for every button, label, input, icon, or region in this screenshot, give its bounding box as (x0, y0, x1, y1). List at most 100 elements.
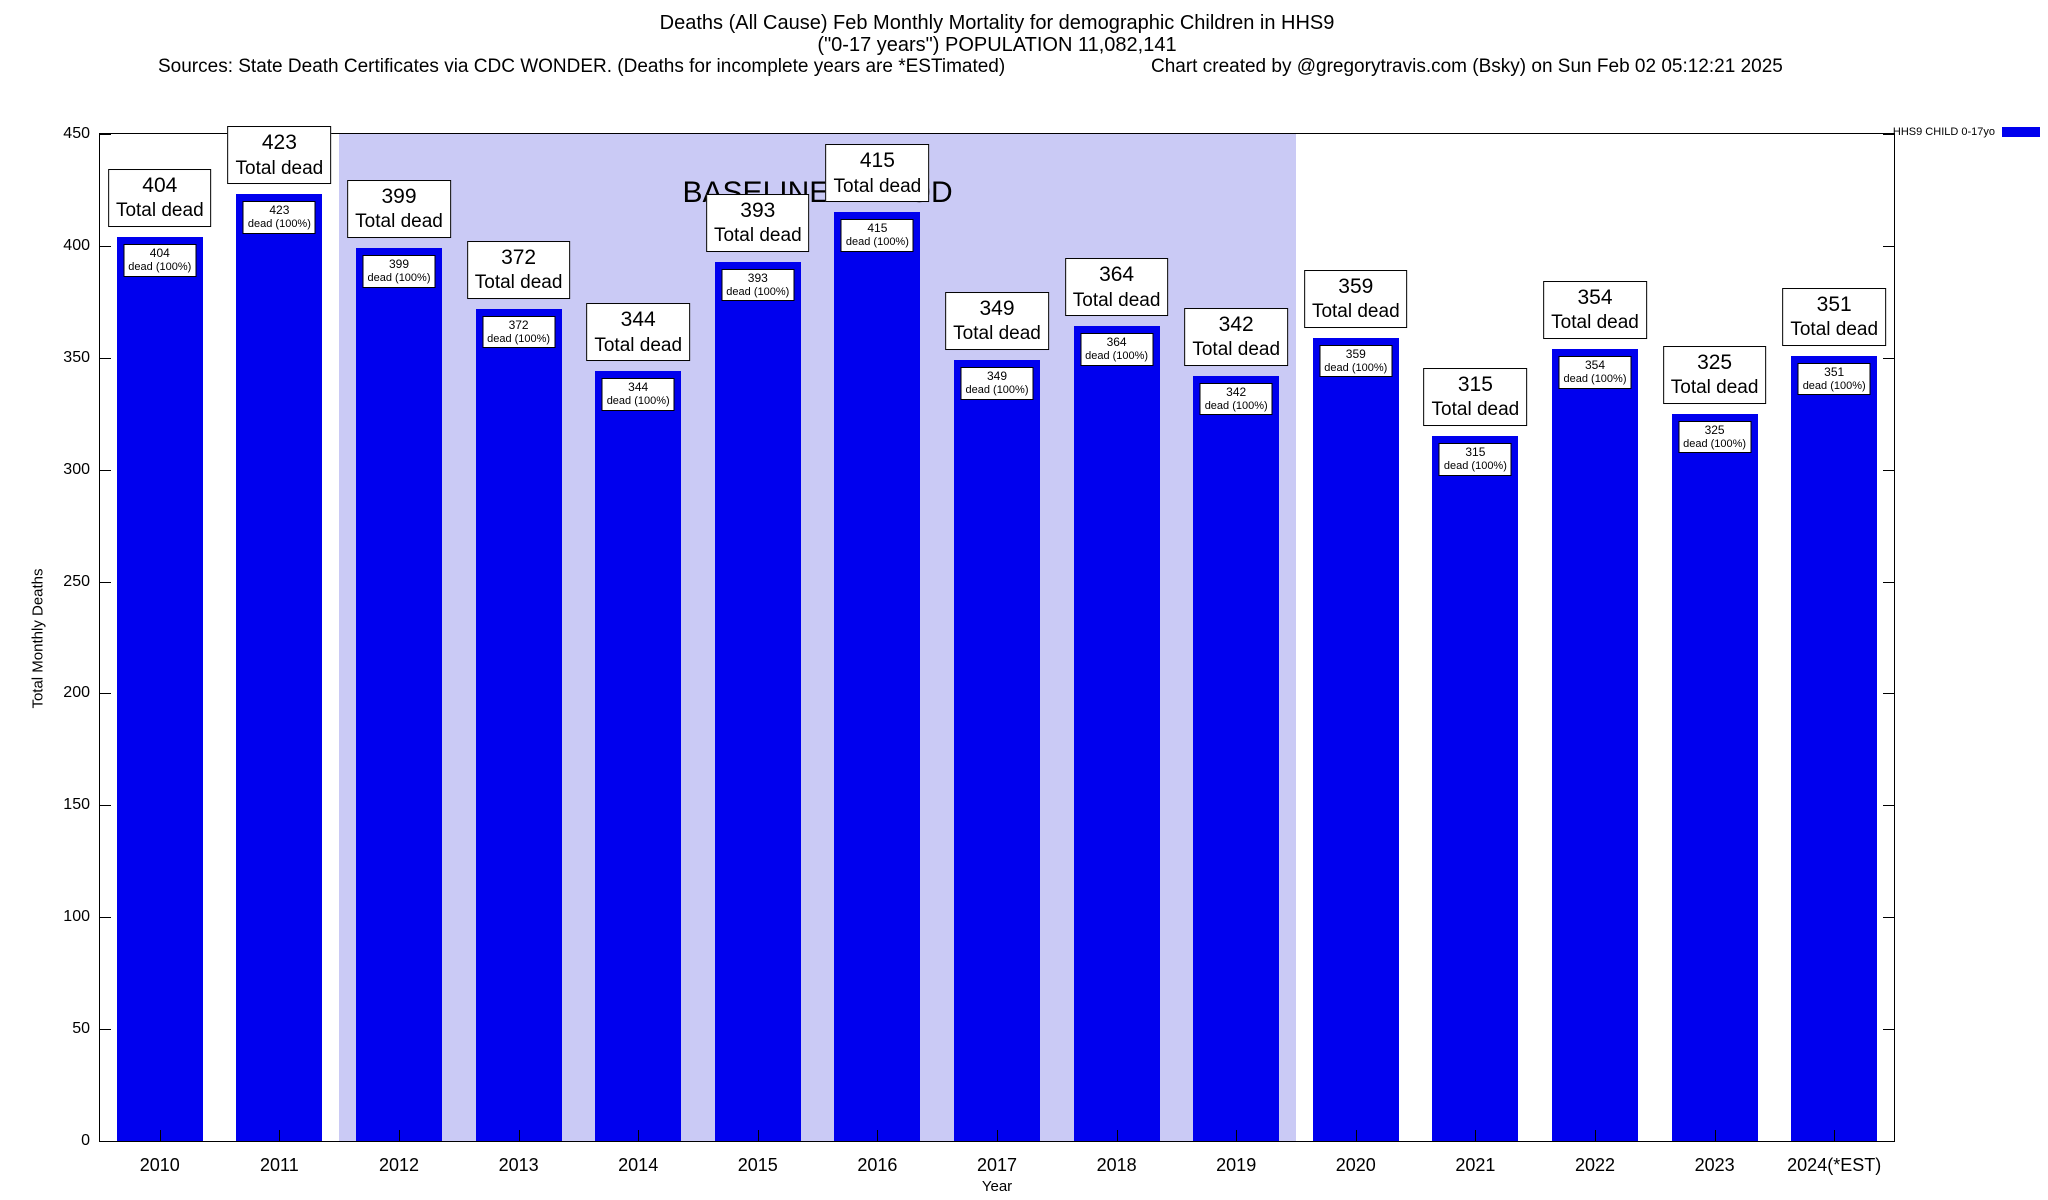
dead-pct-label: 342 dead (100%) (1199, 382, 1273, 416)
total-dead-text: Total dead (1551, 312, 1639, 334)
total-dead-label: 359 Total dead (1303, 269, 1408, 328)
y-tick-mark (1883, 1029, 1894, 1031)
y-tick-mark (100, 245, 111, 247)
x-tick-label: 2023 (1694, 1155, 1735, 1175)
dead-pct-text: dead (100%) (1683, 437, 1747, 450)
bar-2023 (1671, 413, 1758, 1141)
total-dead-label: 315 Total dead (1423, 368, 1528, 427)
y-tick-label: 450 (63, 125, 90, 142)
dead-pct-value: 415 (867, 221, 888, 236)
dead-pct-value: 359 (1345, 346, 1366, 361)
total-dead-text: Total dead (1072, 289, 1161, 311)
dead-pct-value: 364 (1106, 335, 1127, 350)
dead-pct-text: dead (100%) (726, 285, 790, 298)
y-tick-mark (1883, 357, 1894, 359)
bar-2016 (834, 212, 921, 1141)
dead-pct-label: 351 dead (100%) (1797, 362, 1871, 396)
total-dead-value: 344 (620, 308, 656, 332)
y-tick-mark (100, 1029, 111, 1031)
dead-pct-value: 399 (388, 257, 410, 272)
dead-pct-label: 415 dead (100%) (840, 219, 914, 253)
x-tick-label: 2016 (857, 1155, 898, 1175)
total-dead-label: 349 Total dead (945, 292, 1049, 350)
total-dead-label: 351 Total dead (1782, 287, 1887, 346)
dead-pct-text: dead (100%) (1563, 372, 1627, 385)
bar-2021 (1432, 436, 1519, 1141)
credit-note: Chart created by @gregorytravis.com (Bsk… (1151, 56, 1783, 77)
y-tick-label: 150 (63, 796, 90, 814)
dead-pct-label: 399 dead (100%) (362, 255, 436, 288)
total-dead-label: 344 Total dead (586, 303, 691, 362)
y-tick-label: 250 (63, 572, 90, 590)
total-dead-label: 364 Total dead (1064, 258, 1169, 317)
y-tick-label: 200 (63, 684, 90, 702)
dead-pct-label: 372 dead (100%) (482, 315, 556, 349)
bar-2022 (1551, 348, 1639, 1141)
dead-pct-text: dead (100%) (128, 260, 192, 273)
x-tick-label: 2024(*EST) (1787, 1155, 1882, 1175)
dead-pct-text: dead (100%) (367, 272, 431, 285)
total-dead-value: 415 (859, 149, 895, 173)
y-tick-label: 100 (63, 908, 90, 926)
x-tick-mark (1116, 1130, 1118, 1141)
total-dead-value: 372 (501, 245, 537, 269)
dead-pct-value: 404 (149, 245, 170, 260)
x-tick-mark (877, 1130, 879, 1141)
total-dead-text: Total dead (235, 157, 324, 179)
total-dead-value: 404 (142, 173, 178, 197)
total-dead-label: 342 Total dead (1184, 307, 1289, 366)
dead-pct-text: dead (100%) (606, 395, 670, 408)
y-tick-mark (100, 469, 111, 471)
chart-subtitle: ("0-17 years") POPULATION 11,082,141 (817, 34, 1177, 56)
x-tick-label: 2013 (498, 1155, 539, 1175)
y-tick-mark (1883, 245, 1894, 247)
total-dead-label: 404 Total dead (107, 168, 212, 227)
x-tick-mark (399, 1130, 400, 1141)
dead-pct-value: 423 (269, 203, 290, 218)
y-tick-label: 400 (63, 236, 90, 254)
total-dead-text: Total dead (833, 175, 922, 197)
dead-pct-text: dead (100%) (1443, 460, 1507, 473)
legend-label: HHS9 CHILD 0-17yo (1892, 126, 1995, 138)
dead-pct-text: dead (100%) (965, 384, 1029, 396)
total-dead-value: 342 (1218, 312, 1254, 336)
dead-pct-text: dead (100%) (1085, 350, 1149, 363)
y-tick-label: 300 (63, 460, 90, 478)
x-tick-mark (997, 1130, 998, 1141)
x-tick-label: 2017 (976, 1155, 1018, 1175)
total-dead-text: Total dead (1431, 399, 1520, 421)
total-dead-value: 351 (1816, 292, 1852, 316)
y-tick-mark (100, 805, 111, 807)
x-tick-mark (1834, 1130, 1836, 1141)
bar-2019 (1193, 375, 1280, 1141)
total-dead-text: Total dead (713, 224, 802, 246)
legend-swatch (2002, 127, 2040, 137)
total-dead-text: Total dead (474, 271, 563, 293)
x-tick-label: 2010 (139, 1155, 180, 1175)
plot-area: BASELINE PERIOD 0 50 100 150 200 250 300 350 400 4… (63, 125, 1895, 1175)
x-tick-label: 2021 (1455, 1155, 1496, 1175)
total-dead-text: Total dead (355, 211, 443, 233)
x-tick-label: 2014 (618, 1155, 659, 1175)
bar-2011 (236, 194, 323, 1141)
y-tick-mark (1883, 693, 1894, 695)
x-tick-mark (638, 1130, 640, 1141)
y-tick-mark (100, 134, 111, 135)
total-dead-value: 359 (1338, 274, 1374, 298)
total-dead-label: 415 Total dead (825, 144, 930, 203)
x-tick-mark (518, 1130, 520, 1141)
bar-2012 (355, 248, 443, 1141)
x-axis-title: Year (981, 1178, 1013, 1195)
chart-title: Deaths (All Cause) Feb Monthly Mortality… (659, 12, 1335, 34)
total-dead-label: 399 Total dead (347, 180, 451, 239)
y-tick-mark (100, 357, 111, 359)
total-dead-value: 364 (1099, 263, 1135, 287)
y-tick-mark (1883, 917, 1894, 919)
dead-pct-value: 372 (508, 317, 529, 332)
total-dead-text: Total dead (953, 323, 1041, 345)
total-dead-text: Total dead (1311, 300, 1400, 322)
dead-pct-label: 393 dead (100%) (721, 268, 795, 302)
total-dead-value: 354 (1577, 285, 1613, 309)
x-tick-mark (1236, 1130, 1238, 1141)
y-tick-mark (100, 693, 111, 695)
